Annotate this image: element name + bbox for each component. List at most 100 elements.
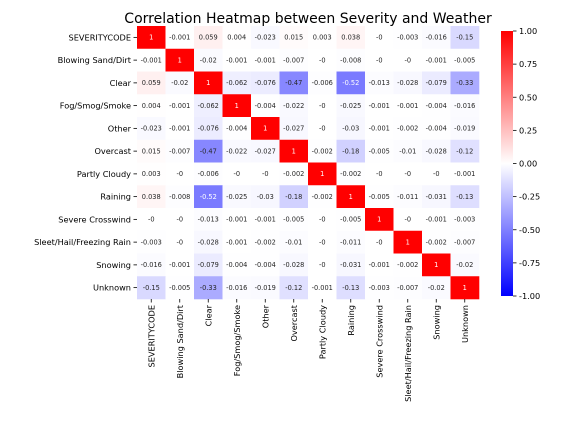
heatmap-cell: [308, 26, 337, 50]
cell-value-label: -0.001: [169, 125, 190, 133]
heatmap-cell: [194, 139, 223, 163]
cell-value-label: -0.02: [171, 79, 188, 87]
heatmap-cell: [393, 230, 423, 254]
cell-value-label: 1: [178, 56, 182, 64]
heatmap-cell: [137, 253, 166, 277]
cell-value-label: -0.003: [369, 284, 390, 292]
heatmap-cell: [165, 71, 195, 95]
colorbar-tick-label: 0.25: [519, 125, 537, 135]
heatmap-cell: [336, 139, 366, 163]
cell-value-label: -0.001: [454, 170, 475, 178]
heatmap-cell: [137, 139, 166, 163]
cell-value-label: -0.001: [226, 216, 247, 224]
heatmap-cell: [279, 208, 309, 232]
heatmap-cell: [422, 71, 451, 95]
colorbar: 1.00 0.75 0.50 0.25 0.00 -0.25 -0.50 -0.75 -1.00: [501, 26, 540, 301]
cell-value-label: -0.008: [169, 193, 190, 201]
heatmap-cell: [251, 71, 280, 95]
heatmap-cell: [222, 162, 252, 186]
cell-value-label: -0.001: [141, 56, 162, 64]
heatmap-cell: [393, 276, 423, 300]
cell-value-label: -0.003: [454, 216, 475, 224]
heatmap-cell: [137, 208, 166, 232]
heatmap-cell: [422, 208, 451, 232]
heatmap-cell: [336, 253, 366, 277]
x-tick-label: Clear: [203, 304, 213, 326]
cell-value-label: 0.059: [142, 79, 161, 87]
heatmap-cell: [450, 71, 480, 95]
cell-value-label: -0.52: [342, 79, 359, 87]
heatmap-cell: [365, 48, 394, 72]
heatmap-cell: [365, 253, 394, 277]
heatmap-cell: [450, 117, 480, 141]
cell-value-label: -0.022: [226, 147, 247, 155]
heatmap-cell: [279, 26, 309, 50]
cell-value-label: -0.076: [198, 125, 219, 133]
heatmap-cell: [279, 162, 309, 186]
heatmap-cells: 1 -0.001 0.059 0.004 -0.023 0.015 0.003 0.038 -0…: [137, 26, 480, 300]
heatmap-cell: [308, 208, 337, 232]
heatmap-cell: [422, 94, 451, 118]
heatmap-cell: [308, 71, 337, 95]
cell-value-label: -0.12: [456, 147, 473, 155]
cell-value-label: -0: [319, 125, 326, 133]
heatmap-cell: [336, 71, 366, 95]
heatmap-cell: [137, 230, 166, 254]
heatmap-cell: [308, 185, 337, 209]
heatmap-cell: [450, 230, 480, 254]
cell-value-label: -0.13: [342, 284, 359, 292]
chart-title: Correlation Heatmap between Severity and…: [124, 11, 492, 27]
cell-value-label: 1: [406, 238, 410, 246]
heatmap-cell: [393, 162, 423, 186]
cell-value-label: -0: [376, 34, 383, 42]
cell-value-label: -0.001: [312, 284, 333, 292]
heatmap-cell: [222, 48, 252, 72]
heatmap-cell: [194, 253, 223, 277]
heatmap-cell: [308, 230, 337, 254]
heatmap-cell: [422, 139, 451, 163]
heatmap-cell: [137, 94, 166, 118]
y-tick-label: Partly Cloudy: [77, 169, 131, 179]
heatmap-cell: [251, 117, 280, 141]
cell-value-label: -0: [319, 238, 326, 246]
cell-value-label: -0.03: [257, 193, 274, 201]
y-tick-labels: SEVERITYCODE Blowing Sand/Dirt Clear Fog/Sm…: [34, 32, 137, 293]
cell-value-label: -0.011: [340, 238, 361, 246]
cell-value-label: -0.002: [426, 238, 447, 246]
heatmap-cell: [137, 162, 166, 186]
y-tick-label: Other: [108, 123, 132, 133]
y-tick-label: Severe Crosswind: [58, 214, 131, 224]
heatmap-cell: [279, 117, 309, 141]
cell-value-label: -0: [148, 216, 155, 224]
cell-value-label: -0.031: [340, 261, 361, 269]
x-tick-label: Partly Cloudy: [317, 305, 327, 359]
cell-value-label: -0.001: [255, 216, 276, 224]
heatmap-cell: [137, 276, 166, 300]
heatmap-cell: [222, 208, 252, 232]
heatmap-cell: [393, 117, 423, 141]
cell-value-label: -0: [376, 238, 383, 246]
cell-value-label: -0.33: [456, 79, 473, 87]
cell-value-label: -0.016: [141, 261, 162, 269]
heatmap-cell: [308, 162, 337, 186]
cell-value-label: -0: [176, 238, 183, 246]
cell-value-label: -0.007: [397, 284, 418, 292]
heatmap-cell: [165, 26, 195, 50]
heatmap-cell: [365, 71, 394, 95]
cell-value-label: 1: [292, 147, 296, 155]
cell-value-label: -0.062: [198, 102, 219, 110]
cell-value-label: -0.062: [226, 79, 247, 87]
cell-value-label: -0.019: [255, 284, 276, 292]
heatmap-cell: [336, 162, 366, 186]
cell-value-label: 0.015: [142, 147, 161, 155]
colorbar-tick-label: 1.00: [519, 26, 537, 36]
colorbar-tick-label: 0.00: [519, 159, 537, 169]
cell-value-label: 0.003: [313, 34, 332, 42]
cell-value-label: 1: [434, 261, 438, 269]
cell-value-label: -0.028: [198, 238, 219, 246]
cell-value-label: 1: [377, 216, 381, 224]
cell-value-label: -0.001: [255, 56, 276, 64]
cell-value-label: 1: [463, 284, 467, 292]
cell-value-label: -0: [404, 216, 411, 224]
heatmap-cell: [165, 162, 195, 186]
